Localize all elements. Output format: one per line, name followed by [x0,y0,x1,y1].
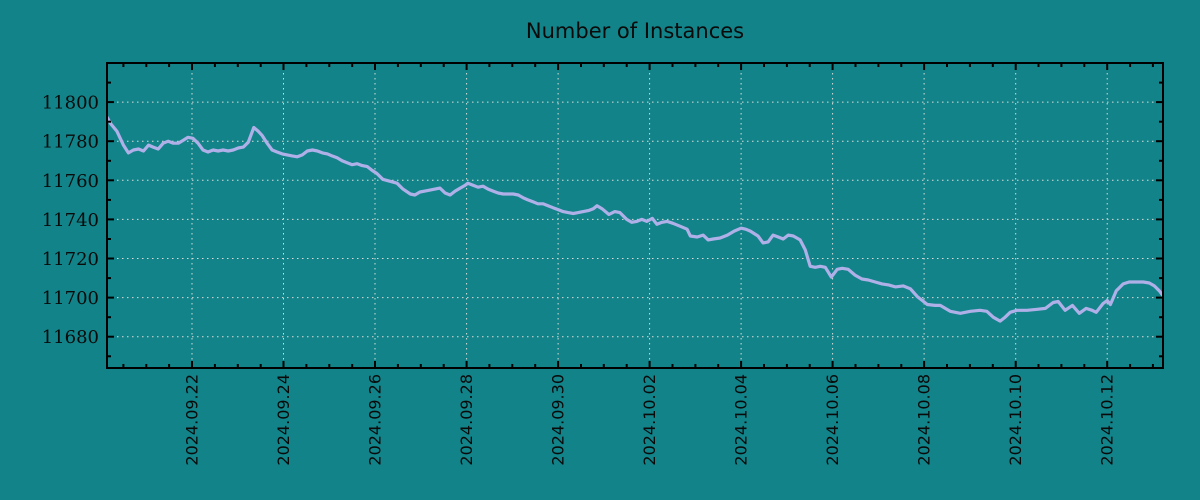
x-tick-label: 2024.10.02 [640,374,659,466]
y-tick-label: 11720 [42,249,99,270]
plot-border [106,62,1164,369]
y-tick-label: 11780 [42,132,99,153]
x-tick-label: 2024.10.10 [1006,374,1025,466]
x-tick-label: 2024.09.28 [457,374,476,466]
gridlines-layer [107,63,1163,368]
x-tick-label: 2024.09.26 [366,374,385,466]
y-tick-label: 11760 [42,171,99,192]
x-tick-label: 2024.10.06 [823,374,842,466]
series-line [107,116,1163,323]
x-tick-label: 2024.09.22 [183,374,202,466]
y-tick-label: 11740 [42,210,99,231]
series-layer [107,116,1163,323]
x-tick-label: 2024.10.12 [1098,374,1117,466]
axis-labels-layer: 2024.09.22 2024.09.24 2024.09.26 2024.09.28… [42,93,1117,466]
y-tick-label: 11700 [42,288,99,309]
y-tick-label: 11680 [42,327,99,348]
x-tick-label: 2024.09.30 [549,374,568,466]
y-tick-label: 11800 [42,93,99,114]
x-tick-label: 2024.09.24 [274,374,293,466]
x-tick-label: 2024.10.08 [915,374,934,466]
chart-title: Number of Instances [526,19,744,43]
x-tick-label: 2024.10.04 [732,374,751,466]
